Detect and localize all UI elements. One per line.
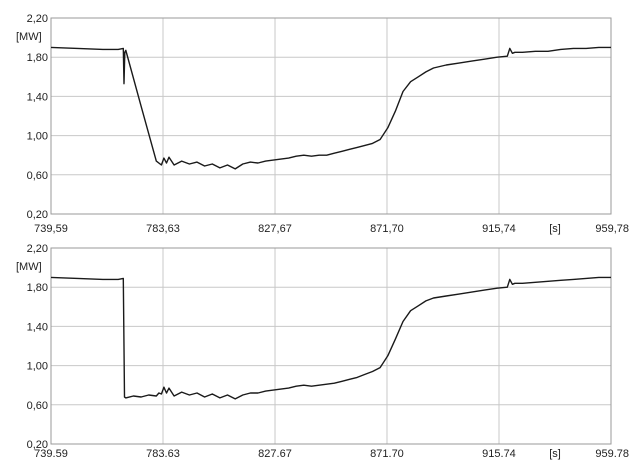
plot-frame	[50, 247, 612, 445]
x-tick-label: 915.74	[482, 448, 516, 460]
x-tick-label: 739,59	[34, 223, 68, 235]
series-line-0	[50, 276, 611, 400]
x-tick-label: 783.63	[146, 448, 180, 460]
chart-bottom: 0,20 0,60 1,00 1,40 1,80 2,20 739.59 783.63 827.…	[16, 243, 629, 460]
x-tick-label: 739.59	[34, 448, 68, 460]
series-line-0	[50, 46, 611, 170]
x-tick-label: 915,74	[482, 223, 516, 235]
y-axis-label: [MW]	[16, 261, 42, 273]
x-axis-label: [s]	[549, 448, 561, 460]
chart-top: 0,20 0,60 1,00 1,40 1,80 2,20 739,59 783,63 827,…	[16, 13, 629, 235]
y-tick-label: 1,80	[27, 282, 48, 294]
x-tick-label: 871.70	[370, 448, 404, 460]
x-tick-label: 959.78	[595, 448, 629, 460]
x-axis-label: [s]	[549, 223, 561, 235]
x-tick-label: 827,67	[258, 223, 292, 235]
y-tick-label: 0,20	[27, 439, 48, 451]
y-tick-label: 2,20	[27, 243, 48, 255]
plot-frame	[50, 17, 612, 215]
y-axis-label: [MW]	[16, 31, 42, 43]
y-tick-label: 1,80	[27, 52, 48, 64]
x-tick-label: 827.67	[258, 448, 292, 460]
y-tick-label: 2,20	[27, 13, 48, 25]
x-tick-label: 783,63	[146, 223, 180, 235]
x-tick-label: 871,70	[370, 223, 404, 235]
y-tick-label: 0,60	[27, 400, 48, 412]
y-tick-label: 1,00	[27, 361, 48, 373]
y-tick-label: 1,40	[27, 91, 48, 103]
y-tick-label: 1,40	[27, 321, 48, 333]
y-tick-label: 0,20	[27, 209, 48, 221]
x-tick-label: 959,78	[595, 223, 629, 235]
y-tick-label: 1,00	[27, 131, 48, 143]
y-tick-label: 0,60	[27, 170, 48, 182]
